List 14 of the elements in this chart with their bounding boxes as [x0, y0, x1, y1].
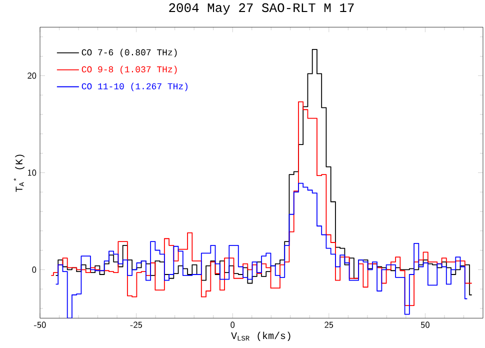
y-tick-label: 20: [28, 72, 36, 79]
text: T$_{A}$$^{*}$ (K): [14, 154, 24, 192]
legend-label: CO 7-6 (0.807 THz): [82, 48, 177, 58]
legend-label: CO 11-10 (1.267 THz): [82, 82, 188, 92]
legend-label: CO 9-8 (1.037 THz): [82, 66, 177, 74]
x-tick-label: 25: [324, 322, 334, 328]
y-tick-label: 10: [28, 169, 36, 176]
y-tick-label: 0: [32, 266, 36, 273]
x-tick-label: 50: [420, 322, 430, 328]
x-tick-label: -50: [34, 322, 46, 328]
chart-title: 2004 May 27 SAO-RLT M 17: [169, 3, 354, 15]
x-tick-label: 0: [230, 322, 235, 328]
x-axis-title: V$_{LSR}$ (km/s): [231, 332, 290, 341]
x-tick-label: -25: [130, 322, 142, 328]
